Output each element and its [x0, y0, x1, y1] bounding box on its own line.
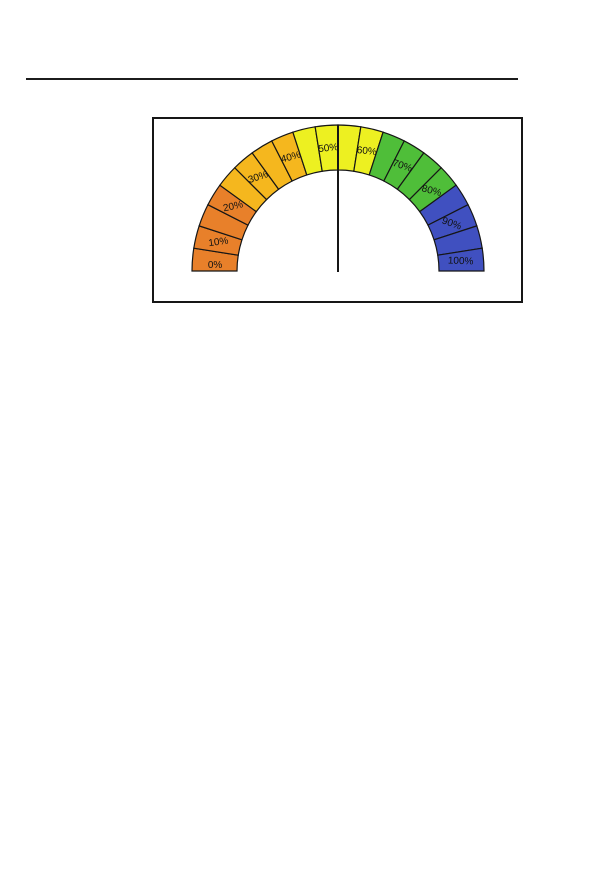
top-rule — [26, 78, 518, 80]
gauge-tick-label: 60% — [356, 145, 377, 158]
gauge-tick-label: 20% — [222, 199, 244, 214]
gauge-segment — [437, 247, 485, 272]
gauge-chart: 0%10%20%30%40%50% 60%70%80%90%100% — [191, 124, 485, 272]
gauge-panel: 0% 10% 20% 30% 40% 50% 60% 70% 80% 90% 100% — [152, 117, 523, 303]
gauge-tick-label: 80% — [420, 183, 442, 199]
gauge-tick-label: 0% — [208, 260, 223, 271]
gauge-tick-label: 10% — [208, 236, 229, 250]
gauge-tick-label: 100% — [448, 255, 474, 267]
gauge-tick-label: 40% — [280, 150, 302, 166]
gauge-tick-label: 50% — [318, 142, 339, 155]
